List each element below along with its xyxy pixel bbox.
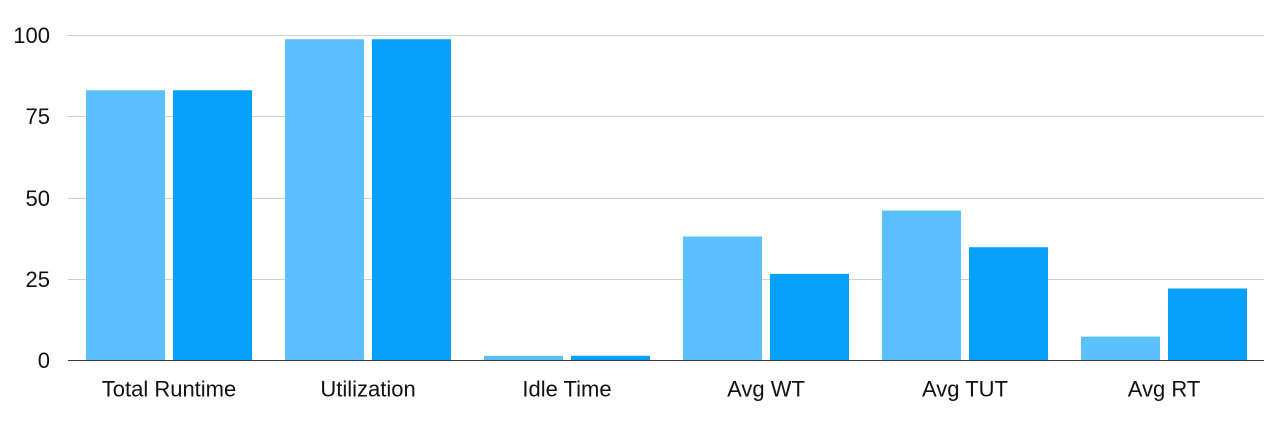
bar-avg-tut-series-1 [882, 210, 961, 360]
bar-avg-wt-series-1 [683, 236, 762, 360]
labels: 0 25 50 75 100 Total Runtime Utilization Idle T… [13, 23, 1200, 402]
gridlines [68, 35, 1264, 280]
bar-utilization-series-1 [285, 39, 364, 360]
bar-avg-wt-series-2 [770, 273, 849, 360]
bar-idle-time-series-2 [571, 355, 650, 360]
bar-idle-time-series-1 [484, 355, 563, 360]
bar-avg-tut-series-2 [969, 247, 1048, 360]
x-tick-label: Idle Time [522, 377, 611, 402]
y-tick-label: 75 [26, 104, 50, 129]
x-tick-label: Utilization [320, 377, 415, 402]
y-tick-label: 0 [38, 348, 50, 373]
x-tick-label: Total Runtime [102, 377, 237, 402]
x-tick-label: Avg TUT [922, 377, 1008, 402]
y-tick-label: 25 [26, 267, 50, 292]
bar-avg-rt-series-1 [1081, 336, 1160, 360]
bar-utilization-series-2 [372, 39, 451, 360]
bars [86, 39, 1247, 360]
x-tick-label: Avg RT [1128, 377, 1201, 402]
y-tick-label: 100 [13, 23, 50, 48]
y-tick-label: 50 [26, 186, 50, 211]
bar-total-runtime-series-2 [173, 90, 252, 360]
bar-avg-rt-series-2 [1168, 288, 1247, 360]
bar-total-runtime-series-1 [86, 90, 165, 360]
x-tick-label: Avg WT [727, 377, 805, 402]
